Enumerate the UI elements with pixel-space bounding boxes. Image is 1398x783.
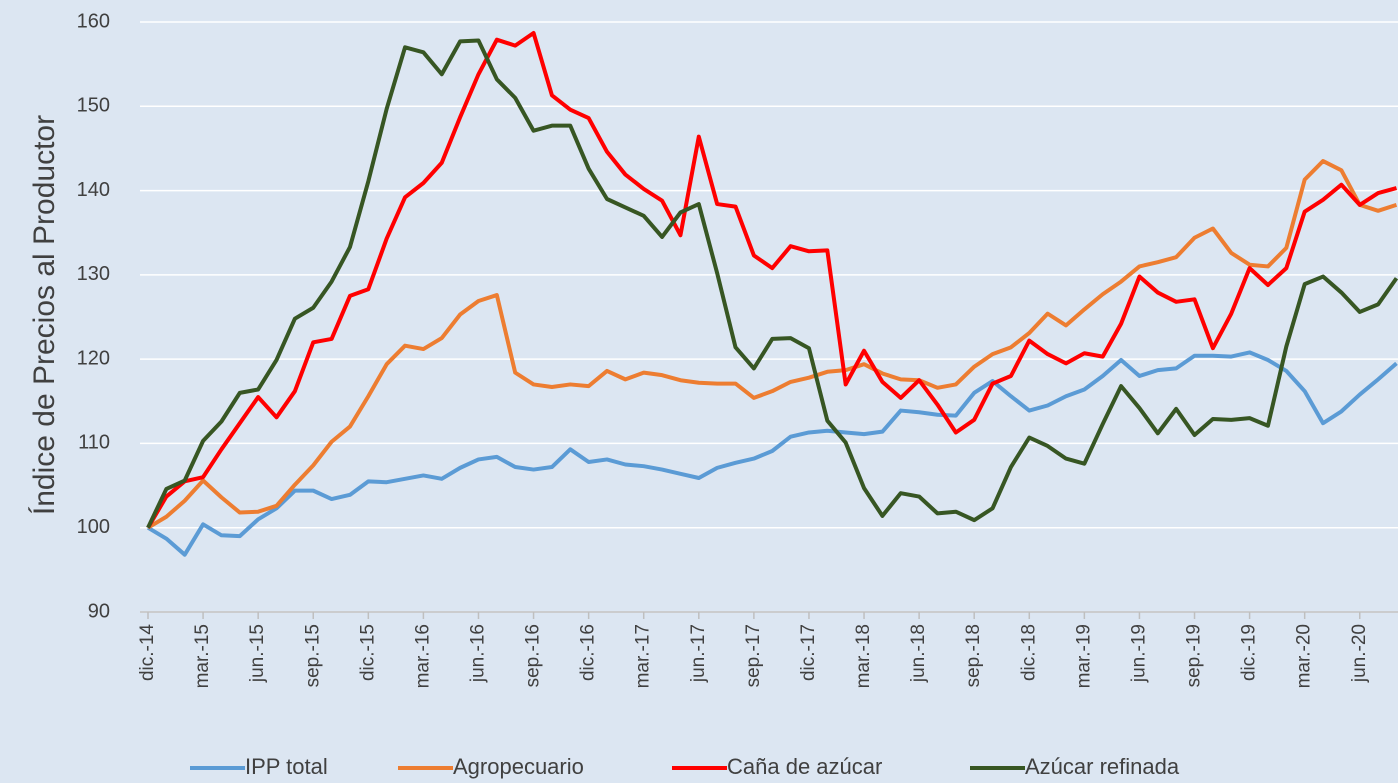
x-tick-label: dic.-15: [357, 624, 378, 681]
x-tick-label: sep.-18: [963, 624, 984, 687]
y-tick-label: 100: [77, 516, 110, 538]
x-tick-label: jun.-16: [467, 624, 488, 683]
x-tick-label: jun.-17: [688, 624, 709, 683]
series-line: [146, 350, 1398, 557]
x-tick-label: mar.-20: [1294, 624, 1315, 688]
y-tick-label: 120: [77, 347, 110, 369]
x-tick-label: dic.-19: [1239, 624, 1260, 681]
x-tick-label: dic.-18: [1018, 624, 1039, 681]
x-tick-label: dic.-16: [578, 624, 599, 681]
series-line: [146, 30, 1398, 529]
x-tick-label: jun.-18: [908, 624, 929, 683]
series-line: [146, 159, 1398, 530]
x-tick-label: dic.-14: [137, 624, 158, 681]
legend-label: Agropecuario: [453, 754, 584, 779]
x-tick-label: mar.-16: [412, 624, 433, 688]
x-tick-label: mar.-18: [853, 624, 874, 688]
x-tick-label: jun.-20: [1349, 624, 1370, 683]
x-tick-label: jun.-19: [1128, 624, 1149, 683]
x-tick-label: dic.-17: [798, 624, 819, 681]
y-tick-label: 90: [88, 600, 110, 622]
x-tick-label: sep.-15: [302, 624, 323, 687]
legend-label: Azúcar refinada: [1025, 754, 1180, 779]
y-axis-label: Índice de Precios al Productor: [28, 115, 61, 515]
x-tick-label: mar.-17: [633, 624, 654, 688]
x-tick-label: sep.-16: [523, 624, 544, 687]
y-tick-label: 160: [77, 10, 110, 32]
y-tick-label: 150: [77, 95, 110, 117]
legend-label: IPP total: [245, 754, 328, 779]
y-tick-label: 140: [77, 179, 110, 201]
series-line: [146, 38, 1398, 529]
x-tick-label: sep.-17: [743, 624, 764, 687]
legend-label: Caña de azúcar: [727, 754, 882, 779]
y-tick-label: 130: [77, 263, 110, 285]
x-tick-label: sep.-19: [1184, 624, 1205, 687]
x-tick-label: mar.-19: [1073, 624, 1094, 688]
x-tick-label: jun.-15: [247, 624, 268, 683]
x-tick-label: mar.-15: [192, 624, 213, 688]
y-tick-label: 110: [78, 432, 110, 454]
